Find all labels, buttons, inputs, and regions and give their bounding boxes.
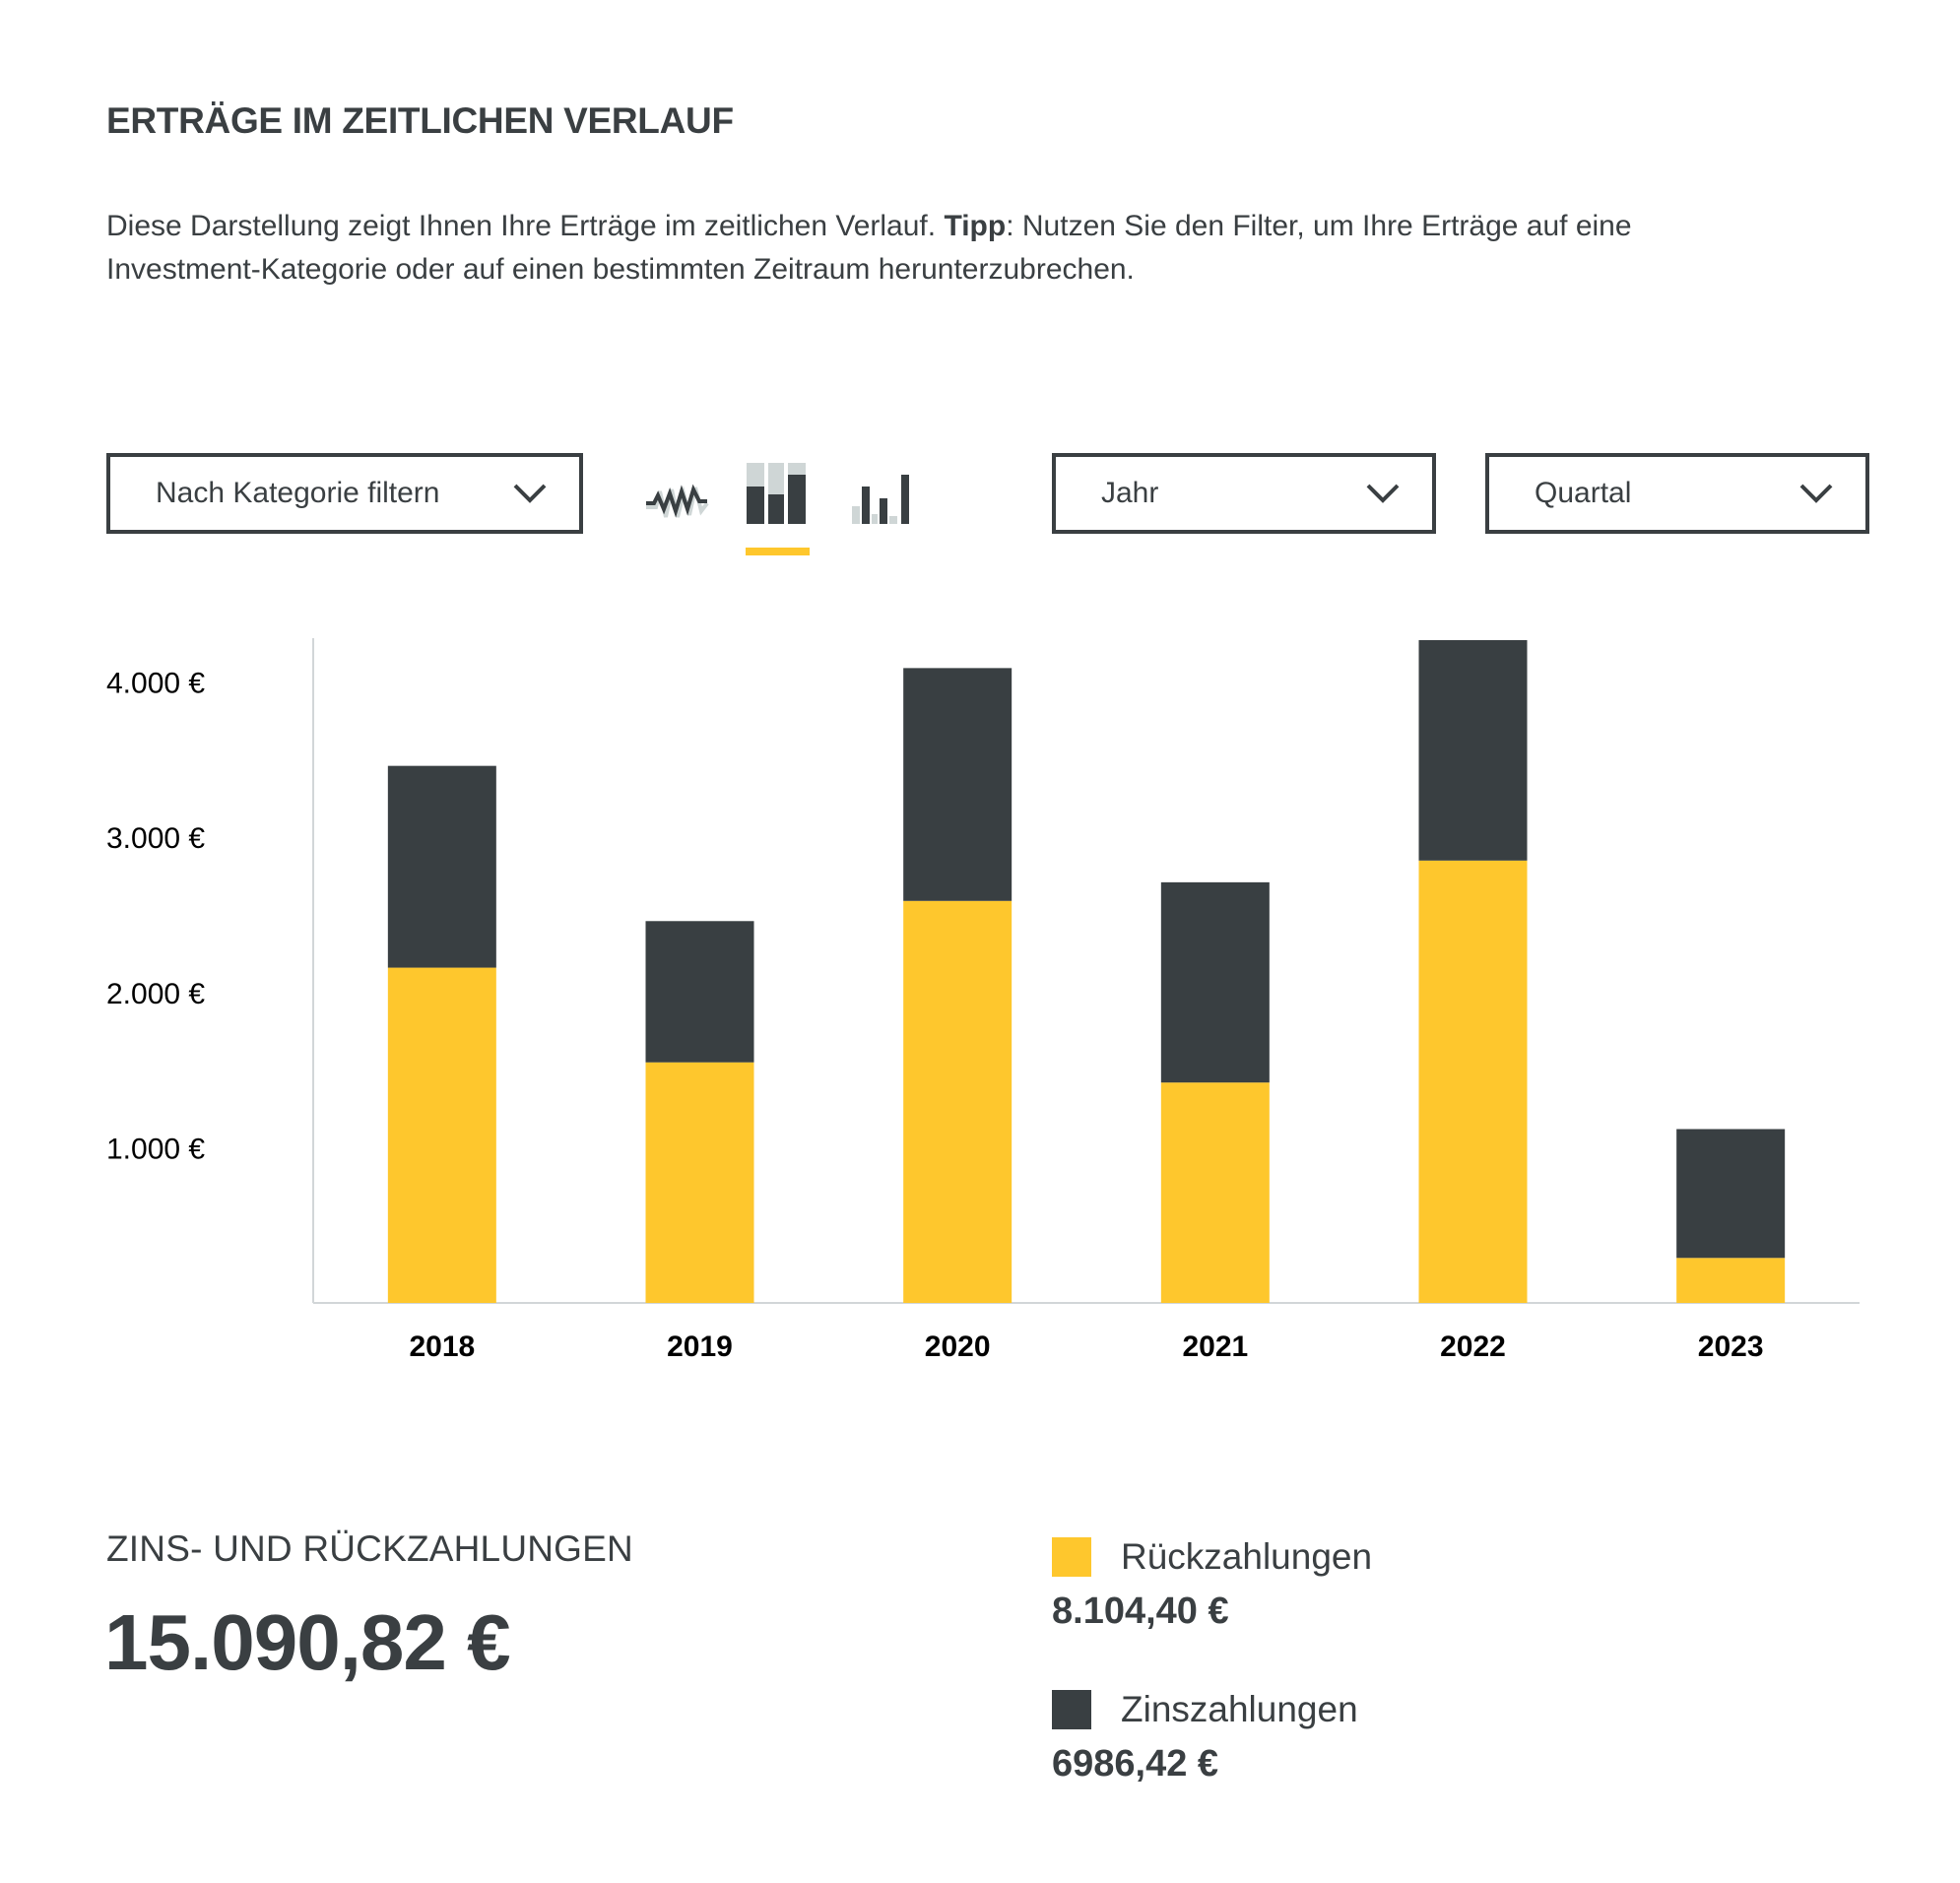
chevron-down-icon [1366,484,1400,503]
x-tick-label: 2023 [1698,1331,1764,1363]
summary-total: 15.090,82 € [104,1598,511,1686]
legend-item-rueckzahlungen: Rückzahlungen [1052,1536,1372,1578]
y-tick-label: 1.000 € [106,1133,205,1165]
y-tick-label: 2.000 € [106,978,205,1010]
legend-item-zinszahlungen: Zinszahlungen [1052,1689,1358,1730]
bar-2018-zinszahlungen [387,765,496,968]
grouped-bar-chart-icon [852,475,909,524]
bar-2023-zinszahlungen [1676,1129,1786,1259]
quarter-dropdown[interactable]: Quartal [1485,453,1869,534]
x-tick-label: 2019 [667,1331,733,1363]
active-chart-indicator [746,548,810,555]
intro-text: Diese Darstellung zeigt Ihnen Ihre Erträ… [106,205,1761,292]
y-tick-label: 3.000 € [106,822,205,855]
bar-2019-rueckzahlungen [645,1062,754,1303]
category-filter-dropdown[interactable]: Nach Kategorie filtern [106,453,583,534]
line-chart-icon [646,484,709,518]
bar-2018-rueckzahlungen [387,967,496,1303]
summary-title: ZINS- UND RÜCKZAHLUNGEN [106,1528,633,1569]
legend-swatch-dark [1052,1690,1091,1729]
line-chart-button[interactable] [641,463,712,534]
chevron-down-icon [1799,484,1833,503]
intro-text-part-1: Diese Darstellung zeigt Ihnen Ihre Erträ… [106,210,945,242]
quarter-dropdown-label: Quartal [1535,477,1632,509]
legend-label: Zinszahlungen [1121,1689,1358,1729]
intro-text-part-2: : Nutzen Sie den Filter, um Ihre Erträge… [106,210,1632,286]
year-dropdown-label: Jahr [1101,477,1159,509]
x-tick-label: 2018 [409,1331,475,1363]
earnings-chart: 1.000 € 2.000 € 3.000 € 4.000 € 2018 2019 2020… [106,638,1860,1363]
chevron-down-icon [513,484,547,503]
year-dropdown[interactable]: Jahr [1052,453,1436,534]
legend-label: Rückzahlungen [1121,1536,1373,1577]
legend-value: 6986,42 € [1052,1743,1219,1785]
bar-2021-zinszahlungen [1160,881,1270,1083]
bar-2023-rueckzahlungen [1676,1258,1786,1303]
x-tick-label: 2020 [925,1331,991,1363]
bar-2020-rueckzahlungen [903,900,1013,1303]
intro-tip: Tipp [944,210,1007,242]
x-tick-label: 2021 [1182,1331,1248,1363]
bar-2022-rueckzahlungen [1418,860,1528,1303]
legend-swatch-yellow [1052,1537,1091,1577]
bar-2022-zinszahlungen [1418,640,1528,861]
category-filter-label: Nach Kategorie filtern [156,477,440,509]
page-title: ERTRÄGE IM ZEITLICHEN VERLAUF [106,100,734,141]
x-tick-label: 2022 [1440,1331,1506,1363]
bar-2020-zinszahlungen [903,668,1013,901]
grouped-bar-chart-button[interactable] [848,459,919,530]
y-tick-label: 4.000 € [106,668,205,700]
bar-2019-zinszahlungen [645,921,754,1063]
bar-2021-rueckzahlungen [1160,1082,1270,1303]
stacked-bar-chart-button[interactable] [741,459,812,530]
legend-value: 8.104,40 € [1052,1591,1229,1632]
stacked-bar-chart-icon [747,463,806,524]
